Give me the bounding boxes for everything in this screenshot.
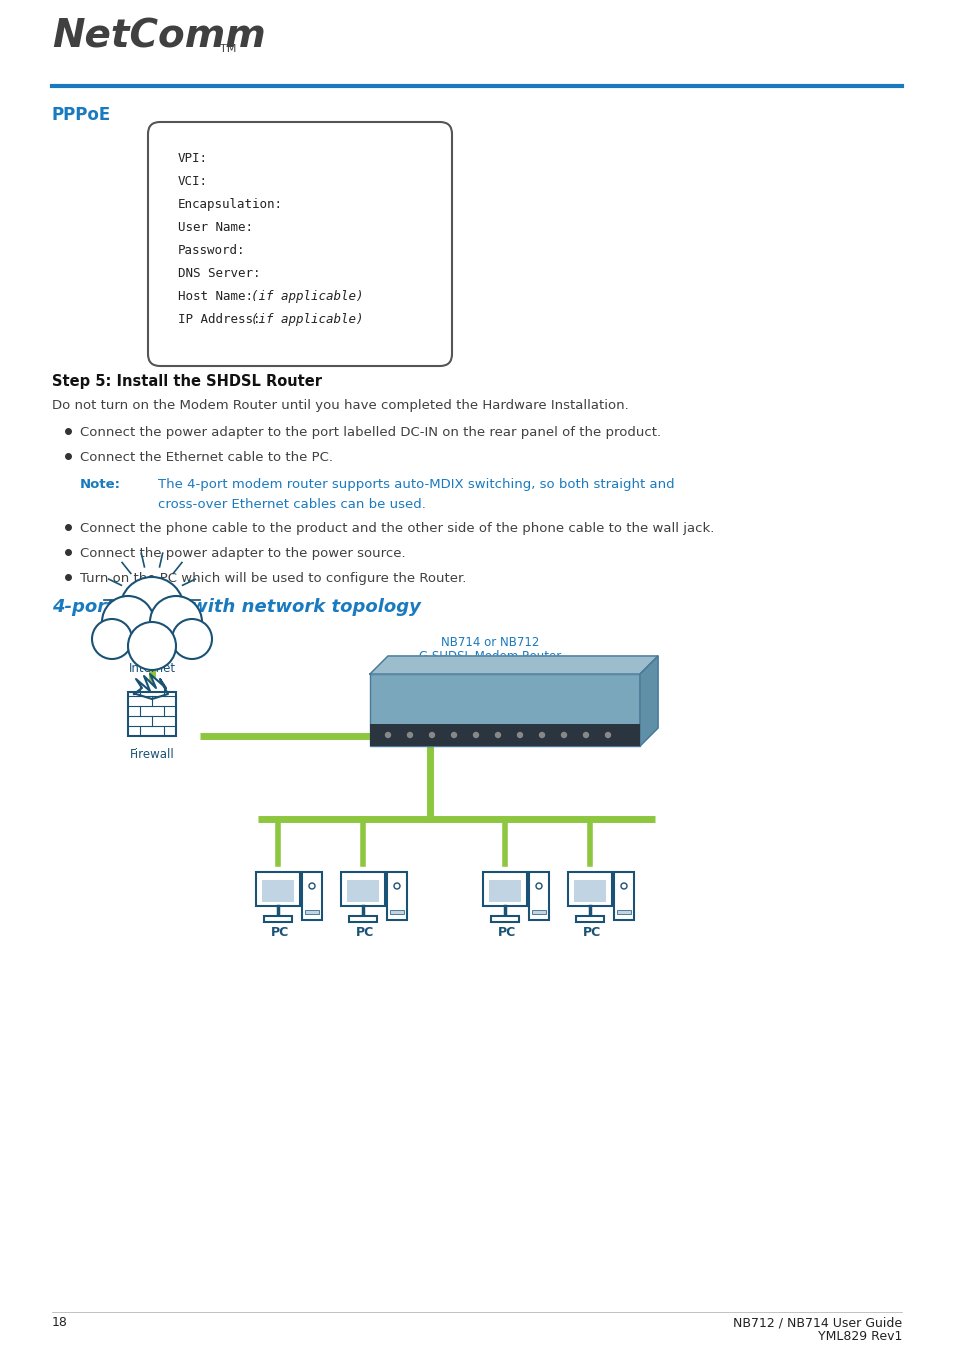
Circle shape (539, 733, 544, 738)
Bar (489, 880, 520, 902)
Text: Note:: Note: (80, 478, 121, 492)
Bar (614, 872, 634, 919)
Circle shape (150, 596, 202, 649)
Bar (491, 917, 518, 922)
Text: PC: PC (582, 926, 600, 940)
Bar (370, 724, 639, 746)
Bar (262, 880, 294, 902)
Text: 18: 18 (52, 1316, 68, 1330)
Text: PC: PC (355, 926, 374, 940)
Text: G.SHDSL Modem Router: G.SHDSL Modem Router (418, 650, 560, 663)
Circle shape (451, 733, 456, 738)
Circle shape (309, 883, 314, 890)
Circle shape (102, 596, 153, 649)
Polygon shape (370, 655, 658, 674)
Text: VPI:: VPI: (178, 152, 208, 165)
Circle shape (172, 619, 212, 659)
Bar (387, 872, 407, 919)
Bar (305, 910, 318, 914)
Circle shape (473, 733, 478, 738)
Text: NB712 / NB714 User Guide: NB712 / NB714 User Guide (732, 1316, 901, 1330)
Text: IP Address:: IP Address: (178, 313, 268, 326)
Bar (340, 872, 385, 906)
Text: User Name:: User Name: (178, 221, 253, 234)
Text: Host Name:: Host Name: (178, 290, 268, 303)
Circle shape (536, 883, 541, 890)
Text: Connect the Ethernet cable to the PC.: Connect the Ethernet cable to the PC. (80, 451, 333, 464)
Circle shape (394, 883, 399, 890)
Bar (532, 910, 545, 914)
Text: NetComm: NetComm (52, 18, 266, 56)
Text: Turn on the PC which will be used to configure the Router.: Turn on the PC which will be used to con… (80, 571, 466, 585)
Polygon shape (639, 655, 658, 746)
Circle shape (583, 733, 588, 738)
Text: (if applicable): (if applicable) (251, 290, 363, 303)
Bar (574, 880, 605, 902)
Circle shape (128, 621, 175, 670)
Text: Encapsulation:: Encapsulation: (178, 198, 283, 211)
Text: Connect the power adapter to the power source.: Connect the power adapter to the power s… (80, 547, 405, 561)
Text: YML829 Rev1: YML829 Rev1 (817, 1330, 901, 1343)
Text: PC: PC (497, 926, 516, 940)
Text: Password:: Password: (178, 244, 245, 257)
Text: Connect the phone cable to the product and the other side of the phone cable to : Connect the phone cable to the product a… (80, 523, 714, 535)
Text: Step 5: Install the SHDSL Router: Step 5: Install the SHDSL Router (52, 374, 322, 389)
Circle shape (495, 733, 500, 738)
Circle shape (385, 733, 390, 738)
Text: PC: PC (271, 926, 289, 940)
Circle shape (407, 733, 412, 738)
Text: (if applicable): (if applicable) (251, 313, 363, 326)
Bar (264, 917, 292, 922)
Circle shape (517, 733, 522, 738)
Text: cross-over Ethernet cables can be used.: cross-over Ethernet cables can be used. (158, 498, 425, 510)
Text: Firewall: Firewall (130, 747, 174, 761)
Circle shape (561, 733, 566, 738)
Bar (529, 872, 548, 919)
Text: VCI:: VCI: (178, 175, 208, 188)
Text: TM: TM (220, 43, 236, 54)
Bar (128, 692, 175, 737)
Bar (255, 872, 299, 906)
Polygon shape (133, 674, 168, 699)
Text: 4-port router with network topology: 4-port router with network topology (52, 598, 420, 616)
Text: Connect the power adapter to the port labelled DC-IN on the rear panel of the pr: Connect the power adapter to the port la… (80, 427, 660, 439)
Text: Do not turn on the Modem Router until you have completed the Hardware Installati: Do not turn on the Modem Router until yo… (52, 399, 628, 412)
Bar (302, 872, 322, 919)
Bar (390, 910, 403, 914)
Bar (576, 917, 603, 922)
Circle shape (429, 733, 434, 738)
Circle shape (120, 577, 184, 640)
Circle shape (605, 733, 610, 738)
Text: DNS Server:: DNS Server: (178, 267, 260, 280)
FancyBboxPatch shape (148, 122, 452, 366)
Text: The 4-port modem router supports auto-MDIX switching, so both straight and: The 4-port modem router supports auto-MD… (158, 478, 674, 492)
Text: NB714 or NB712: NB714 or NB712 (440, 636, 538, 649)
Circle shape (91, 619, 132, 659)
Bar (349, 917, 376, 922)
Circle shape (620, 883, 626, 890)
Text: Internet: Internet (129, 662, 175, 676)
Bar (370, 674, 639, 746)
Bar (567, 872, 612, 906)
Text: PPPoE: PPPoE (52, 106, 112, 125)
Bar (617, 910, 630, 914)
Bar (347, 880, 378, 902)
Text: (Note:  NB714 model shown): (Note: NB714 model shown) (415, 663, 564, 673)
Bar (482, 872, 526, 906)
